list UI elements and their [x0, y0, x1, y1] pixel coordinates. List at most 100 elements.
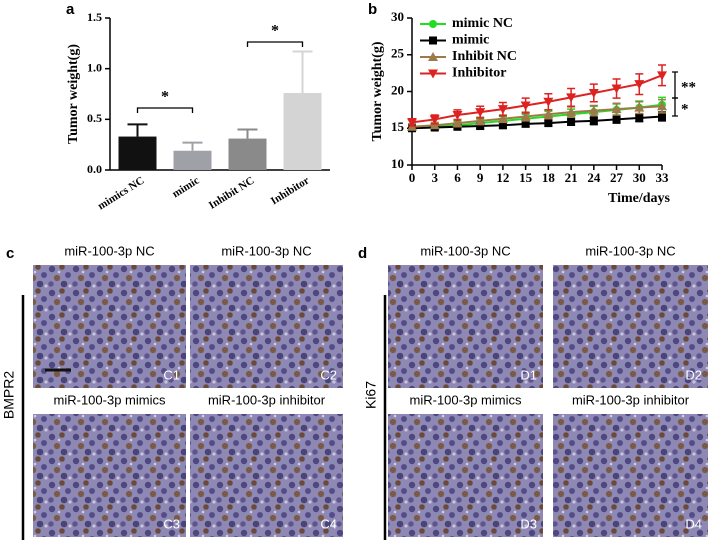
tissue-image	[190, 265, 343, 388]
data-point	[521, 119, 530, 128]
bar	[173, 150, 212, 170]
x-tick-label: 18	[542, 170, 556, 185]
x-tick-label: mimic	[170, 174, 201, 200]
image-tag: D4	[685, 516, 702, 531]
image-title: miR-100-3p mimics	[410, 392, 522, 407]
y-tick-label: 1.5	[87, 10, 102, 24]
image-title: miR-100-3p inhibitor	[572, 392, 690, 407]
tissue-image	[33, 414, 186, 537]
x-tick-label: 3	[431, 170, 438, 185]
image-tag: C3	[163, 516, 180, 531]
data-point	[634, 80, 645, 90]
x-tick-label: 21	[565, 170, 578, 185]
data-point	[476, 122, 485, 131]
significance-bracket	[672, 97, 678, 117]
legend-label: Inhibit NC	[452, 49, 517, 64]
y-tick-label: 1.0	[87, 60, 102, 74]
data-point	[588, 105, 599, 115]
data-point	[612, 115, 621, 124]
bar	[228, 138, 267, 170]
data-point	[566, 93, 577, 103]
significance-label: *	[161, 89, 169, 106]
legend-label: mimic NC	[452, 16, 513, 31]
data-point	[543, 109, 554, 119]
legend-marker	[428, 69, 438, 79]
tissue-image	[388, 265, 543, 388]
error-bar	[237, 128, 258, 139]
error-bar	[182, 141, 203, 151]
tissue-image	[33, 265, 186, 388]
data-point	[498, 121, 507, 130]
x-tick-label: 0	[409, 170, 416, 185]
data-point	[658, 112, 666, 121]
x-tick-label: 33	[656, 170, 670, 185]
x-tick-label: 6	[454, 170, 461, 185]
data-point	[588, 88, 599, 98]
legend-label: Inhibitor	[452, 66, 506, 81]
data-point	[611, 84, 622, 94]
image-title: miR-100-3p NC	[585, 243, 675, 258]
x-tick-label: 9	[477, 170, 484, 185]
x-tick-label: mimics NC	[96, 174, 147, 212]
y-tick-label: 0.0	[87, 162, 102, 176]
image-tag: C1	[163, 367, 180, 382]
data-point	[544, 119, 553, 128]
data-point	[567, 117, 576, 126]
data-point	[611, 104, 622, 114]
image-title: miR-100-3p inhibitor	[208, 392, 326, 407]
y-tick-label: 30	[391, 9, 404, 24]
panel-label: c	[6, 245, 14, 262]
data-point	[566, 107, 577, 117]
data-point	[589, 116, 598, 125]
data-point	[452, 111, 463, 121]
tissue-image	[553, 414, 708, 537]
data-point	[452, 118, 463, 128]
image-tag: C2	[320, 367, 337, 382]
legend-label: mimic	[452, 33, 489, 48]
image-title: miR-100-3p NC	[420, 243, 510, 258]
y-axis-label: Tumor weight(g)	[66, 44, 81, 144]
data-point	[475, 115, 486, 125]
y-tick-label: 25	[391, 46, 405, 61]
row-label: Ki67	[363, 381, 379, 409]
x-tick-label: 15	[519, 170, 533, 185]
data-point	[429, 115, 440, 125]
y-tick-label: 15	[391, 119, 405, 134]
x-tick-label: Inhibitor	[269, 174, 312, 207]
image-tag: D3	[520, 516, 537, 531]
significance-label: *	[271, 23, 279, 40]
panel-label: d	[358, 245, 367, 262]
legend-marker	[429, 36, 437, 45]
x-tick-label: 30	[633, 170, 646, 185]
legend-marker	[429, 20, 437, 28]
x-tick-label: Inhibit NC	[207, 174, 257, 211]
y-tick-label: 10	[391, 156, 404, 171]
series-line	[411, 105, 663, 128]
image-tag: D1	[520, 367, 537, 382]
y-tick-label: 20	[391, 82, 404, 97]
x-tick-label: 27	[610, 170, 624, 185]
data-point	[635, 113, 644, 122]
data-point	[475, 108, 486, 118]
image-tag: C4	[320, 516, 337, 531]
bar	[118, 136, 157, 170]
data-point	[657, 101, 667, 111]
data-point	[543, 97, 554, 107]
tissue-image	[388, 414, 543, 537]
data-point	[520, 101, 531, 111]
row-label: BMPR2	[1, 371, 17, 419]
series-line	[411, 74, 663, 124]
x-tick-label: 12	[496, 170, 509, 185]
image-tag: D2	[685, 367, 702, 382]
image-title: miR-100-3p NC	[64, 243, 154, 258]
tissue-image	[190, 414, 343, 537]
data-point	[407, 118, 417, 128]
y-tick-label: 0.5	[87, 111, 102, 125]
significance-label: **	[681, 79, 696, 95]
significance-bracket	[672, 71, 678, 99]
image-title: miR-100-3p NC	[221, 243, 311, 258]
tissue-image	[553, 265, 708, 388]
panel-label: b	[368, 1, 377, 18]
image-title: miR-100-3p mimics	[54, 392, 166, 407]
